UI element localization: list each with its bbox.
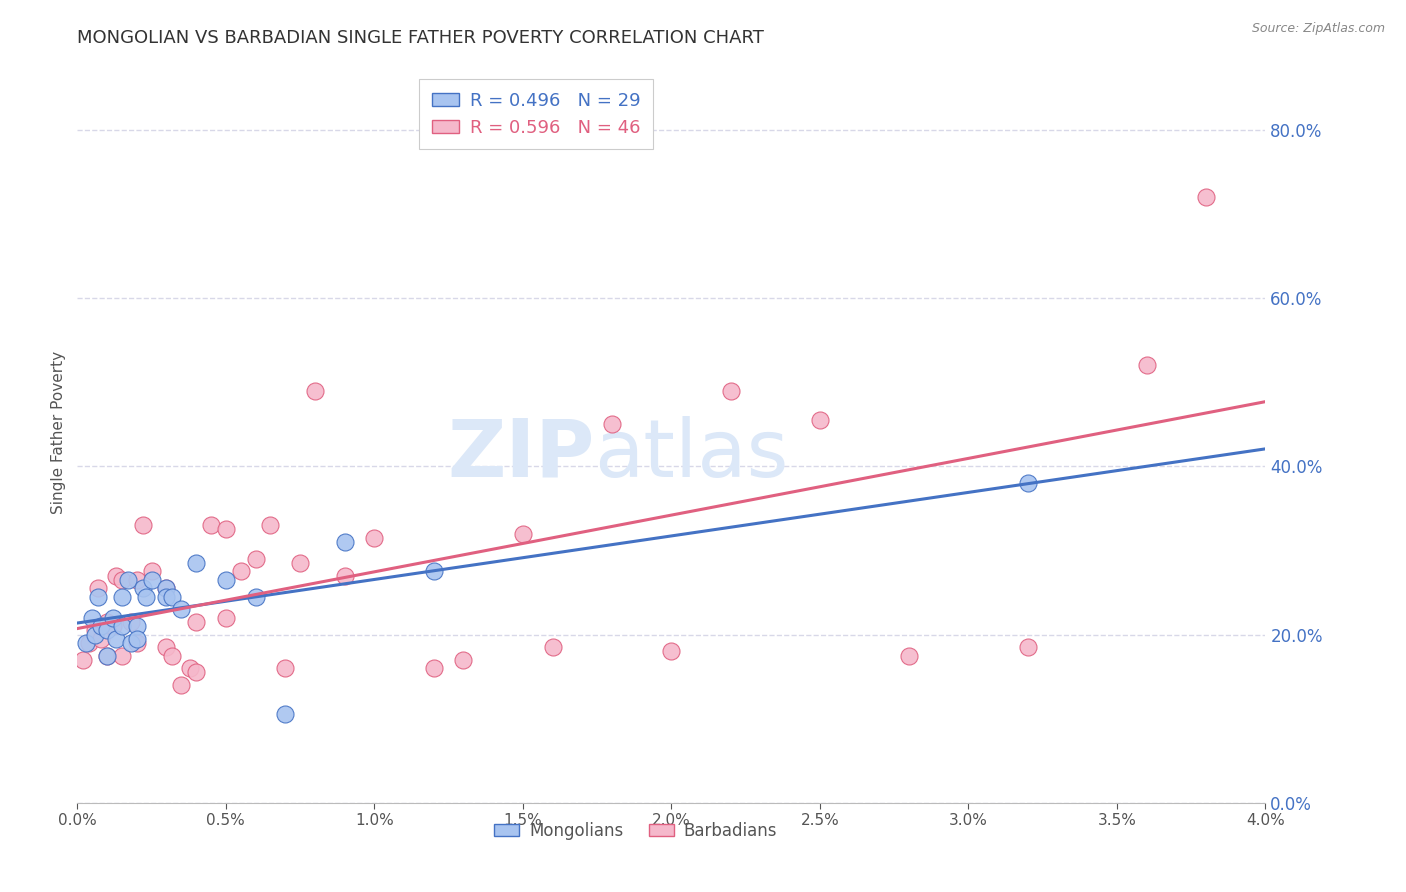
Point (288, 556, 311, 570)
Point (111, 648, 134, 663)
Point (155, 581, 177, 595)
Point (101, 619, 124, 633)
Point (101, 610, 124, 624)
Point (808, 413, 831, 427)
Point (179, 661, 201, 675)
Point (423, 565, 446, 579)
Point (82, 610, 104, 624)
Point (155, 590, 177, 604)
Point (898, 648, 921, 663)
Text: Source: ZipAtlas.com: Source: ZipAtlas.com (1251, 22, 1385, 36)
Point (162, 648, 184, 663)
Point (155, 640, 177, 655)
Point (274, 661, 297, 675)
Point (72, 653, 94, 667)
Text: MONGOLIAN VS BARBADIAN SINGLE FATHER POVERTY CORRELATION CHART: MONGOLIAN VS BARBADIAN SINGLE FATHER POV… (77, 29, 765, 47)
Point (453, 653, 475, 667)
Point (90, 619, 112, 633)
Point (104, 632, 127, 646)
Point (135, 590, 157, 604)
Point (186, 556, 208, 570)
Point (96, 648, 118, 663)
Point (661, 644, 683, 658)
Point (104, 568, 127, 582)
Point (245, 590, 267, 604)
Point (111, 573, 134, 587)
Point (131, 581, 153, 595)
Point (120, 615, 142, 629)
Point (75, 636, 97, 650)
Point (333, 535, 356, 549)
Point (87, 590, 110, 604)
Point (84, 624, 107, 638)
Point (363, 531, 385, 545)
Point (125, 636, 148, 650)
Point (90, 632, 112, 646)
Point (162, 590, 184, 604)
Point (1017, 640, 1039, 655)
Point (131, 518, 153, 533)
Point (120, 636, 142, 650)
Point (186, 615, 208, 629)
Point (245, 551, 267, 566)
Point (96, 615, 118, 629)
Point (96, 648, 118, 663)
Point (141, 565, 163, 579)
Point (170, 678, 193, 692)
Y-axis label: Single Father Poverty: Single Father Poverty (51, 351, 66, 514)
Point (274, 707, 297, 722)
Point (77, 636, 100, 650)
Point (600, 417, 623, 432)
Point (1136, 359, 1159, 373)
Point (125, 632, 148, 646)
Point (155, 581, 177, 595)
Point (111, 619, 134, 633)
Point (125, 619, 148, 633)
Point (215, 522, 238, 536)
Point (215, 610, 238, 624)
Point (512, 526, 534, 541)
Point (87, 581, 110, 595)
Point (215, 573, 238, 587)
Point (333, 568, 356, 582)
Point (1195, 190, 1218, 204)
Point (170, 602, 193, 616)
Point (141, 573, 163, 587)
Point (229, 565, 252, 579)
Point (96, 624, 118, 638)
Point (111, 590, 134, 604)
Point (186, 665, 208, 680)
Point (259, 518, 281, 533)
Legend: Mongolians, Barbadians: Mongolians, Barbadians (488, 815, 783, 847)
Point (423, 661, 446, 675)
Point (117, 573, 139, 587)
Point (720, 384, 742, 398)
Point (541, 640, 564, 655)
Text: ZIP: ZIP (447, 416, 595, 494)
Point (1017, 476, 1039, 491)
Point (304, 384, 326, 398)
Point (84, 627, 107, 641)
Point (125, 573, 148, 587)
Point (200, 518, 222, 533)
Text: atlas: atlas (595, 416, 789, 494)
